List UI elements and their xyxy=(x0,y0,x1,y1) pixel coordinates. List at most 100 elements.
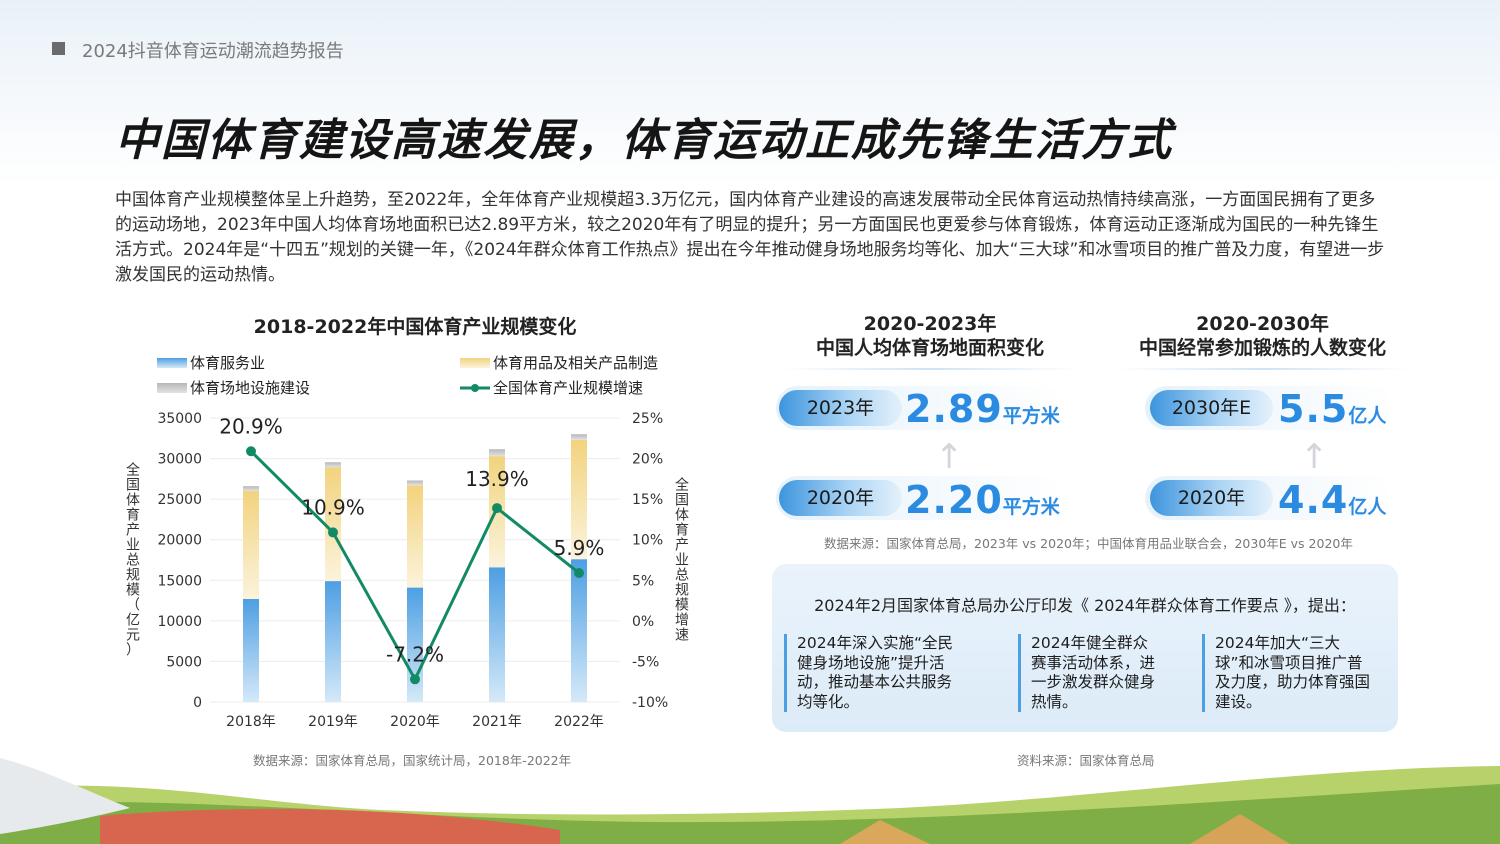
y-tick-label: 5000 xyxy=(166,654,202,670)
bar-facility xyxy=(489,449,505,457)
y2-axis-title: 体 xyxy=(675,508,689,524)
y-tick-label: 20000 xyxy=(157,533,202,549)
growth-point xyxy=(492,503,502,514)
exercise-unit-2020: 亿人 xyxy=(1348,496,1387,518)
y-axis-title: 规 xyxy=(126,568,140,584)
y-axis-title: 元 xyxy=(126,628,140,644)
y-axis-title: 国 xyxy=(126,478,140,494)
area-year-2023: 2023年 xyxy=(779,390,902,426)
chart-source: 数据来源：国家体育总局，国家统计局，2018年-2022年 xyxy=(253,753,572,768)
y-tick-label: 0 xyxy=(193,695,202,711)
y-axis-title: 总 xyxy=(126,553,140,569)
y2-axis-title: 国 xyxy=(675,493,689,509)
legend-swatch xyxy=(157,358,187,368)
bar-manufacturing xyxy=(325,467,341,582)
exercise-value-2030e: 5.5亿人 xyxy=(1278,387,1386,431)
area-panel-title: 2020-2023年 中国人均体育场地面积变化 xyxy=(780,312,1080,360)
growth-data-label: 20.9% xyxy=(219,414,283,438)
y2-tick-label: 20% xyxy=(632,452,663,468)
y-axis-title: 育 xyxy=(126,508,140,524)
legend-swatch xyxy=(157,383,187,393)
legend-label: 体育场地设施建设 xyxy=(190,379,310,397)
growth-point xyxy=(246,446,256,457)
area-value-2023: 2.89平方米 xyxy=(905,387,1060,431)
legend-label: 全国体育产业规模增速 xyxy=(493,379,643,397)
policy-item-2: 2024年健全群众赛事活动体系，进一步激发群众健身热情。 xyxy=(1018,634,1157,712)
y2-tick-label: -5% xyxy=(632,654,659,670)
page-headline: 中国体育建设高速发展，体育运动正成先锋生活方式 xyxy=(115,115,1173,166)
legend-label: 体育服务业 xyxy=(190,354,265,372)
y2-tick-label: 10% xyxy=(632,533,663,549)
y2-tick-label: 25% xyxy=(632,411,663,427)
bar-service xyxy=(571,559,587,702)
legend-swatch-point xyxy=(471,384,479,392)
y2-axis-title: 速 xyxy=(675,628,689,644)
y2-axis-title: 总 xyxy=(675,568,689,584)
bar-facility xyxy=(243,486,259,492)
bar-service xyxy=(489,567,505,702)
legend-label: 体育用品及相关产品制造 xyxy=(493,354,658,372)
policy-box: 2024年2月国家体育总局办公厅印发《 2024年群众体育工作要点 》，提出： … xyxy=(772,564,1398,732)
bar-facility xyxy=(407,480,423,486)
panels-source: 数据来源：国家体育总局，2023年 vs 2020年；中国体育用品业联合会，20… xyxy=(824,536,1353,551)
y-axis-title: 产 xyxy=(126,523,140,539)
y2-axis-title: 业 xyxy=(675,553,689,569)
exercise-year-2020: 2020年 xyxy=(1150,480,1273,516)
y-axis-title: 模 xyxy=(126,583,140,599)
growth-point xyxy=(574,567,584,578)
policy-heading: 2024年2月国家体育总局办公厅印发《 2024年群众体育工作要点 》，提出： xyxy=(814,596,1356,615)
y2-axis-title: 育 xyxy=(675,523,689,539)
area-value-2023-number: 2.89 xyxy=(905,387,1003,431)
y-axis-title: （ xyxy=(126,598,140,614)
area-unit-2023: 平方米 xyxy=(1002,405,1060,427)
exercise-value-2020-number: 4.4 xyxy=(1278,478,1349,522)
policy-source: 资料来源：国家体育总局 xyxy=(1017,753,1155,768)
y-axis-title: ） xyxy=(126,643,140,659)
growth-point xyxy=(328,527,338,538)
y2-axis-title: 产 xyxy=(675,538,689,554)
area-value-2020-number: 2.20 xyxy=(905,478,1003,522)
y2-tick-label: 0% xyxy=(632,614,654,630)
industry-scale-chart: 0 5000 10000 15000 20000 25000 30000 35000 -10% -… xyxy=(126,354,689,730)
y-tick-label: 10000 xyxy=(157,614,202,630)
x-tick-label: 2020年 xyxy=(390,714,440,730)
y-axis-title: 亿 xyxy=(126,613,140,629)
y-tick-label: 35000 xyxy=(157,411,202,427)
y2-tick-label: -10% xyxy=(632,695,668,711)
y-axis-title: 业 xyxy=(126,538,140,554)
chart-title: 2018-2022年中国体育产业规模变化 xyxy=(253,316,577,338)
x-tick-label: 2018年 xyxy=(226,714,276,730)
y2-tick-label: 15% xyxy=(632,492,663,508)
legend-swatch xyxy=(460,358,490,368)
up-arrow-icon: ↑ xyxy=(1300,437,1329,477)
bar-facility xyxy=(325,462,341,468)
policy-item-1: 2024年深入实施“全民健身场地设施”提升活动，推动基本公共服务均等化。 xyxy=(784,634,963,712)
header-square-icon xyxy=(52,42,65,55)
growth-data-label: 13.9% xyxy=(465,467,529,491)
exercise-panel-divider xyxy=(1115,368,1410,370)
report-title: 2024抖音体育运动潮流趋势报告 xyxy=(82,41,344,62)
y-tick-label: 15000 xyxy=(157,573,202,589)
landscape-decoration xyxy=(0,758,1500,844)
area-year-2020: 2020年 xyxy=(779,480,902,516)
y-axis-title: 体 xyxy=(126,493,140,509)
y2-axis-title: 规 xyxy=(675,583,689,599)
growth-point xyxy=(410,674,420,685)
exercise-value-2020: 4.4亿人 xyxy=(1278,478,1386,522)
growth-data-label: 5.9% xyxy=(554,536,605,560)
bar-manufacturing xyxy=(243,491,259,599)
bar-service xyxy=(243,598,259,702)
area-panel-title-line1: 2020-2023年 xyxy=(863,313,997,335)
growth-data-label: -7.2% xyxy=(386,642,444,666)
exercise-panel-title-line1: 2020-2030年 xyxy=(1196,313,1329,335)
y-tick-label: 25000 xyxy=(157,492,202,508)
policy-item-3: 2024年加大“三大球”和冰雪项目推广普及力度，助力体育强国建设。 xyxy=(1202,634,1377,712)
y2-tick-label: 5% xyxy=(632,573,654,589)
y2-axis-title: 增 xyxy=(675,613,689,629)
up-arrow-icon: ↑ xyxy=(935,437,964,477)
x-tick-label: 2021年 xyxy=(472,714,522,730)
exercise-panel-title-line2: 中国经常参加锻炼的人数变化 xyxy=(1138,337,1386,359)
bar-manufacturing xyxy=(571,439,587,560)
bar-service xyxy=(325,581,341,702)
y2-axis-title: 模 xyxy=(675,598,689,614)
